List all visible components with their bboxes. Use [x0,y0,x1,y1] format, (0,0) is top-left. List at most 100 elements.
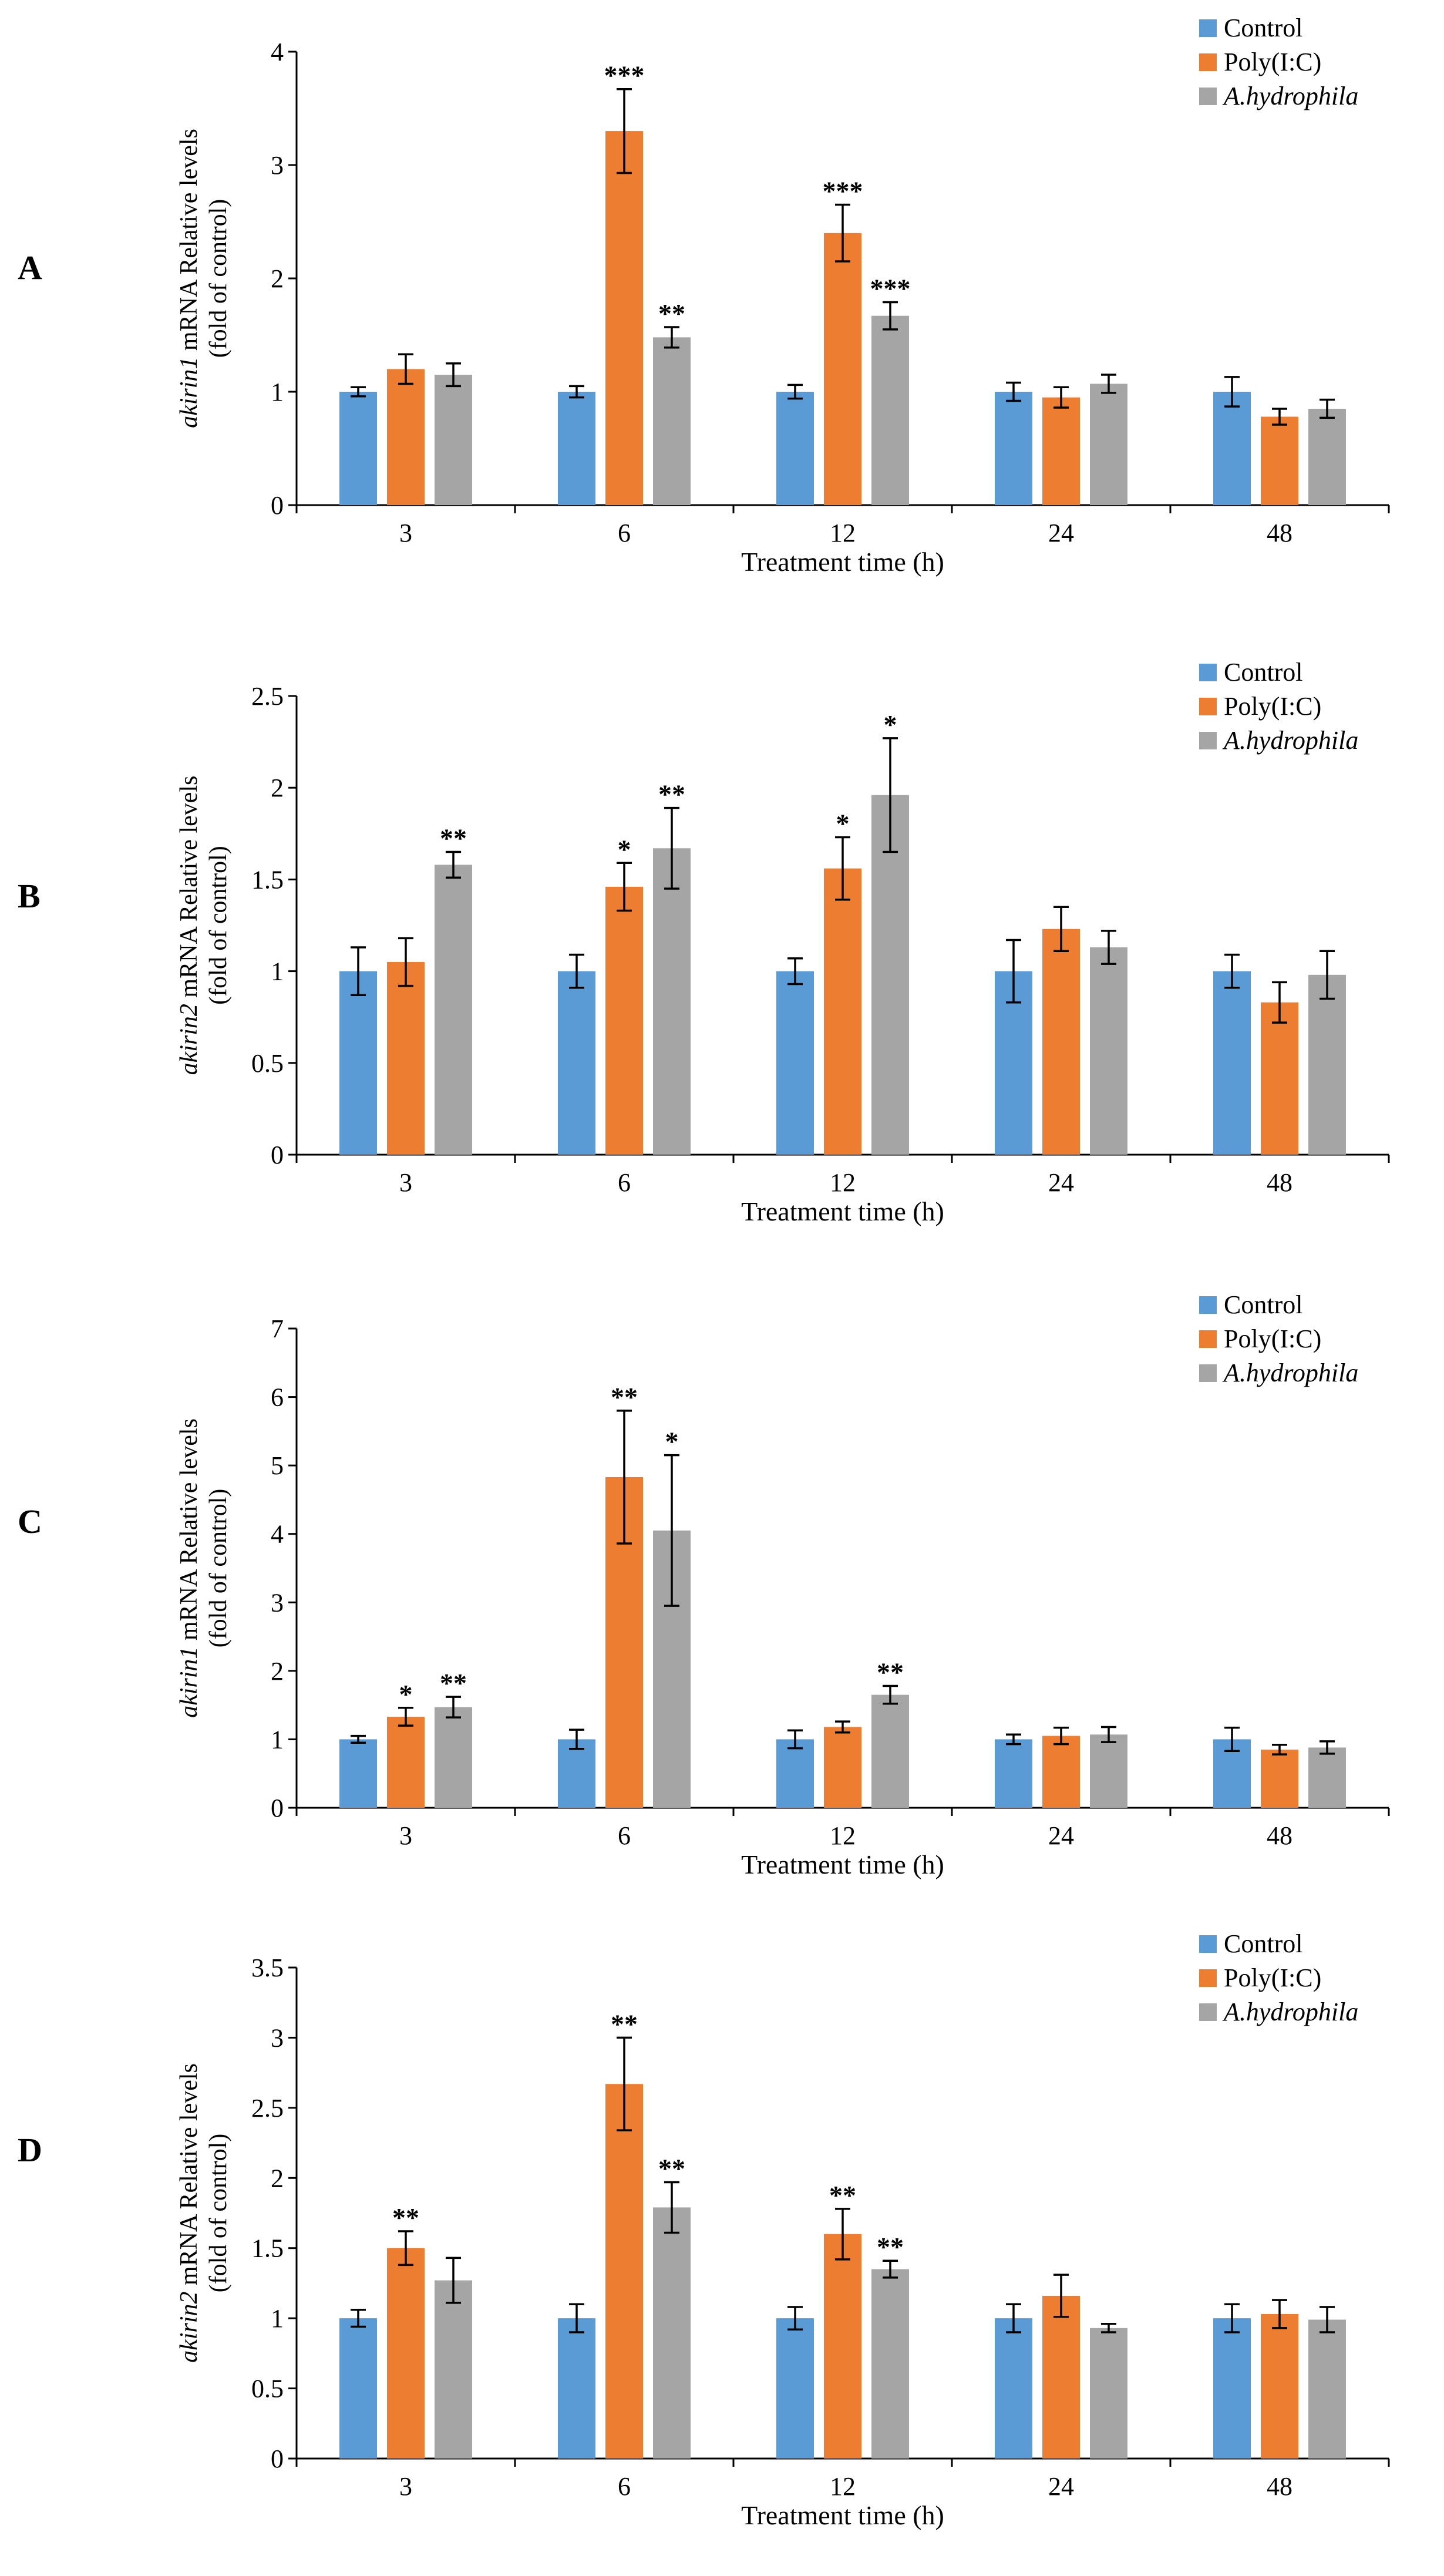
legend-label: Control [1224,14,1302,42]
significance-mark: ** [658,779,685,809]
bar-ahydrophila [435,1707,472,1808]
y-axis-title-text: mRNA Relative levels [176,1418,203,1646]
significance-mark: *** [604,60,645,90]
bar-control [1213,2318,1251,2459]
bar-polyic [1261,2313,1298,2459]
x-tick-label: 12 [830,2472,856,2501]
bar-control [558,2318,595,2459]
significance-mark: ** [829,2180,856,2210]
bar-ahydrophila [653,337,691,505]
bar-ahydrophila [871,795,909,1155]
x-tick-label: 6 [618,2472,631,2501]
significance-mark: ** [877,1657,904,1687]
x-tick-label: 48 [1267,519,1292,547]
bar-ahydrophila [653,848,691,1155]
y-axis-title-text: mRNA Relative levels [176,776,203,1004]
bar-polyic [1042,397,1080,505]
bar-ahydrophila [1308,1747,1346,1808]
y-tick-label: 1.5 [251,865,284,894]
legend-swatch [1199,2003,1217,2021]
legend-label: A.hydrophila [1222,1358,1358,1387]
y-tick-label: 5 [271,1451,284,1480]
panel-d: D 0 0.5 1 1.5 2 2.5 3 3.5 3 6 12 24 48 Treatment time … [18,1929,1390,2530]
x-tick-label: 24 [1048,1168,1074,1197]
legend-swatch [1199,19,1217,37]
panel-label: C [18,1502,42,1541]
legend-label: Poly(I:C) [1224,692,1321,721]
bar-polyic [1261,1002,1298,1155]
bar-control [995,2318,1032,2459]
legend-label: Poly(I:C) [1224,1324,1321,1353]
x-tick-label: 24 [1048,1821,1074,1850]
bar-ahydrophila [871,1694,909,1808]
bar-control [776,1739,814,1808]
y-axis-subtitle: (fold of control) [205,2134,232,2293]
x-axis-title: Treatment time (h) [741,1196,944,1226]
y-tick-label: 0 [271,1794,284,1822]
bar-polyic [1042,2295,1080,2459]
bar-ahydrophila [1308,974,1346,1155]
significance-mark: ** [440,823,467,853]
y-axis-gene: akirin2 [176,1004,203,1075]
bar-control [1213,971,1251,1155]
y-tick-label: 3 [271,151,284,180]
significance-mark: ** [658,298,685,328]
panel-label: D [18,2131,42,2169]
y-tick-label: 1 [271,2304,284,2333]
legend-swatch [1199,1296,1217,1314]
legend-label: Control [1224,658,1302,687]
bar-polyic [1042,929,1080,1155]
legend-swatch [1199,1935,1217,1953]
bar-ahydrophila [1090,2328,1127,2459]
x-tick-label: 3 [399,1821,412,1850]
x-axis-title: Treatment time (h) [741,1849,944,1879]
y-tick-label: 1.5 [251,2234,284,2263]
legend-swatch [1199,1364,1217,1382]
legend-label: Poly(I:C) [1224,1963,1321,1992]
y-axis-title: akirin1 mRNA Relative levels [176,129,203,428]
y-tick-label: 0 [271,491,284,520]
y-tick-label: 0.5 [251,1049,284,1078]
legend-label: Poly(I:C) [1224,48,1321,76]
bar-polyic [387,2248,425,2459]
significance-mark: ** [611,2009,638,2039]
panel-label: B [18,877,41,915]
bar-polyic [824,233,861,505]
legend-swatch [1199,698,1217,715]
y-tick-label: 0 [271,1141,284,1169]
y-axis-subtitle: (fold of control) [205,1489,232,1648]
y-tick-label: 3 [271,1588,284,1617]
y-axis-gene: akirin1 [176,357,203,428]
x-tick-label: 24 [1048,2472,1074,2501]
bar-polyic [824,868,861,1155]
x-tick-label: 3 [399,1168,412,1197]
bar-control [558,1739,595,1808]
y-tick-label: 4 [271,1520,284,1549]
y-tick-label: 2.5 [251,2094,284,2123]
legend-swatch [1199,732,1217,749]
bar-control [339,1739,377,1808]
bar-ahydrophila [435,375,472,505]
bar-control [558,392,595,505]
bar-ahydrophila [1090,1734,1127,1808]
panel-label: A [18,248,42,287]
y-tick-label: 7 [271,1314,284,1343]
y-tick-label: 2 [271,264,284,293]
y-tick-label: 1 [271,957,284,986]
bar-control [339,971,377,1155]
bar-polyic [387,961,425,1155]
bar-polyic [605,131,643,506]
bar-control [776,392,814,505]
y-axis-title: akirin2 mRNA Relative levels [176,2063,203,2363]
significance-mark: ** [658,2153,685,2183]
y-axis-title: akirin1 mRNA Relative levels [176,1418,203,1718]
bar-control [339,392,377,505]
x-axis-title: Treatment time (h) [741,547,944,577]
y-tick-label: 2 [271,1657,284,1686]
significance-mark: * [618,834,631,864]
x-tick-label: 3 [399,519,412,547]
bar-control [995,1739,1032,1808]
legend-label: A.hydrophila [1222,1997,1358,2026]
y-axis-title-text: mRNA Relative levels [176,2063,203,2291]
